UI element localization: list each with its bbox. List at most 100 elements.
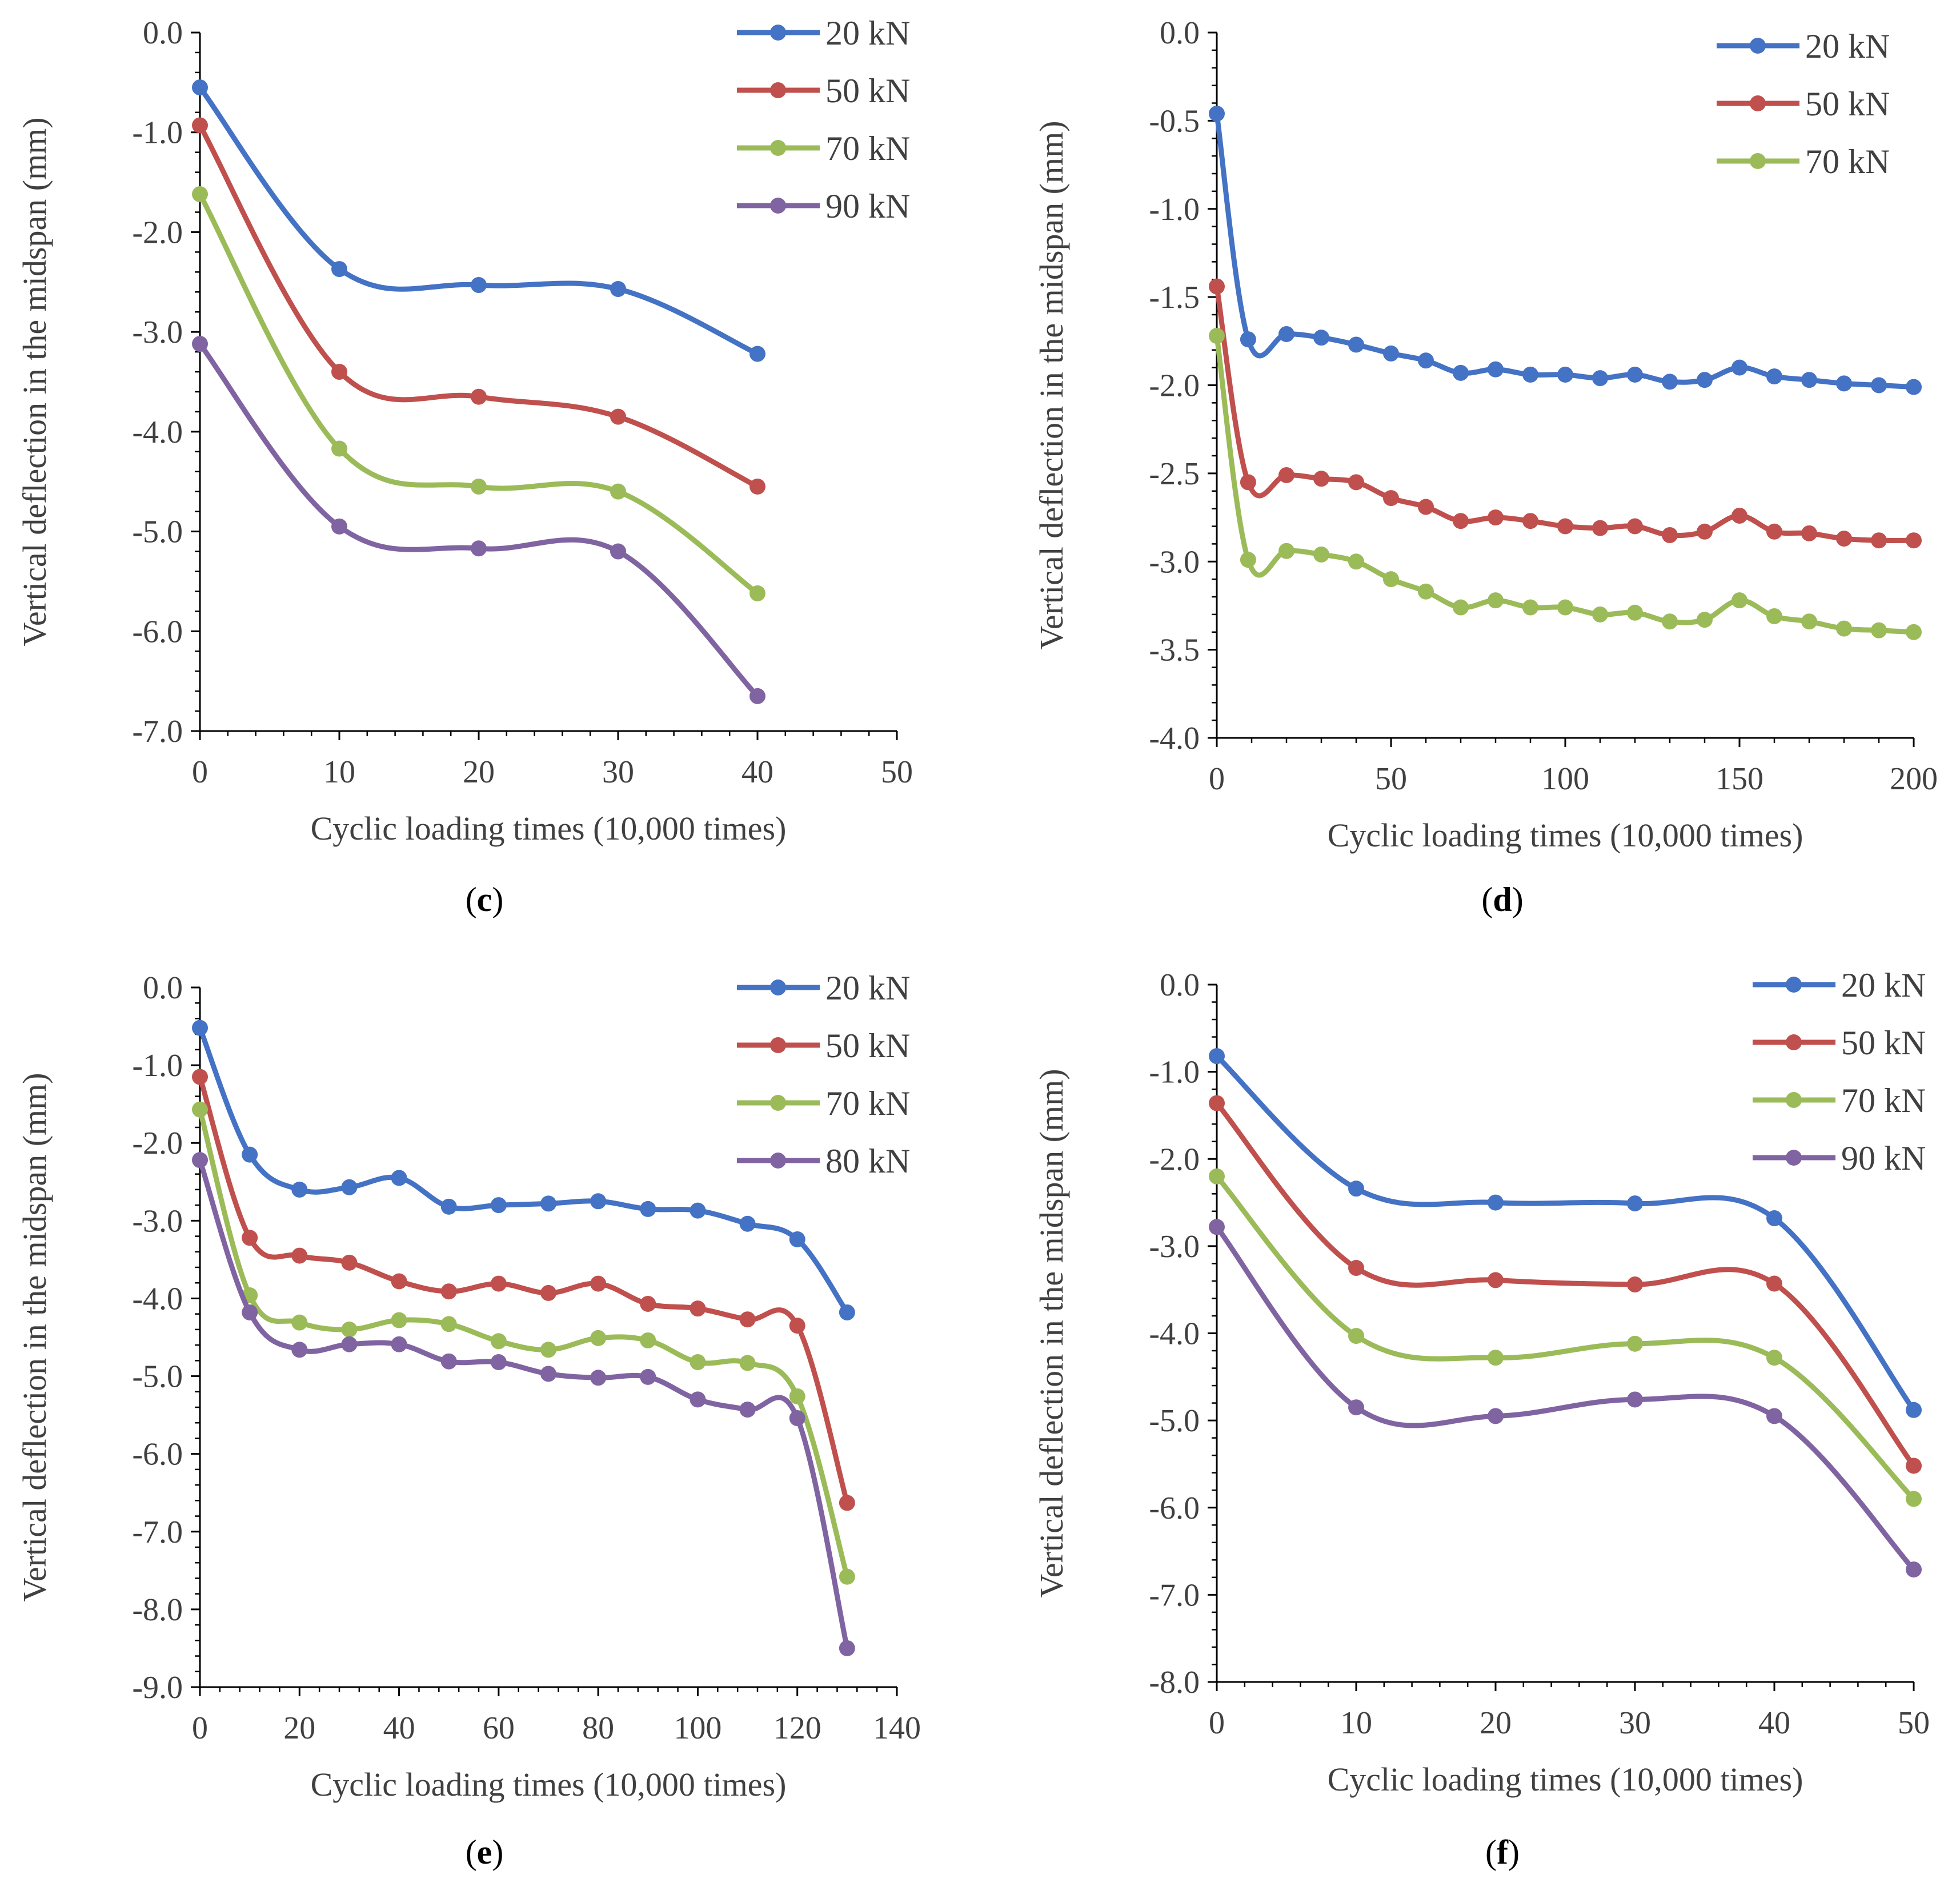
y-tick-label: 0.0 xyxy=(143,970,183,1006)
x-tick-label: 120 xyxy=(773,1711,821,1746)
y-tick-label: -5.0 xyxy=(1149,1403,1200,1439)
x-tick-label: 20 xyxy=(463,754,495,790)
data-point xyxy=(242,1304,258,1320)
y-tick-label: -1.0 xyxy=(132,115,183,151)
legend-swatch-marker xyxy=(770,1095,786,1111)
data-point xyxy=(1766,368,1782,385)
y-tick-label: -4.0 xyxy=(132,1281,183,1316)
legend-swatch-marker xyxy=(1750,38,1766,54)
data-point xyxy=(1627,1335,1643,1352)
legend-label: 20 kN xyxy=(825,14,910,52)
caption-letter: e xyxy=(477,1833,492,1871)
data-point xyxy=(640,1295,656,1312)
data-point xyxy=(640,1368,656,1385)
data-point xyxy=(1522,366,1538,383)
chart-panel-f: 0.0 -1.0 -2.0 -3.0 -4.0 -5.0 -6.0 -7.0 -8.0 0 10 20… xyxy=(1033,966,1930,1871)
y-tick-label: -1.5 xyxy=(1149,280,1200,315)
data-point xyxy=(1240,331,1256,348)
caption-open-paren: ( xyxy=(1481,881,1493,918)
data-point xyxy=(1240,474,1256,491)
x-tick-label: 140 xyxy=(873,1711,921,1746)
data-point xyxy=(490,1354,507,1371)
data-point xyxy=(242,1230,258,1246)
data-point xyxy=(440,1353,457,1370)
x-tick-label: 80 xyxy=(582,1711,614,1746)
legend-swatch-marker xyxy=(1750,95,1766,111)
data-point xyxy=(1662,527,1678,543)
data-point xyxy=(1522,599,1538,616)
series-line-20-kn xyxy=(197,85,760,357)
data-point xyxy=(341,1321,358,1338)
data-point xyxy=(1313,546,1329,563)
data-point xyxy=(1313,471,1329,487)
data-point xyxy=(440,1283,457,1300)
data-point xyxy=(1418,583,1434,600)
data-point xyxy=(1592,606,1608,623)
data-point xyxy=(1836,375,1852,392)
data-point xyxy=(1313,330,1329,346)
y-tick-label: -1.0 xyxy=(1149,192,1200,227)
data-point xyxy=(1209,1219,1225,1235)
legend-swatch-marker xyxy=(1786,1092,1802,1108)
data-point xyxy=(490,1275,507,1292)
data-point xyxy=(1209,1048,1225,1065)
x-tick-label: 200 xyxy=(1890,761,1938,797)
data-point xyxy=(1488,1272,1504,1288)
y-tick-label: -4.0 xyxy=(1149,721,1200,756)
data-point xyxy=(1383,571,1399,588)
data-point xyxy=(1766,608,1782,624)
data-point xyxy=(331,518,347,535)
data-point xyxy=(1627,518,1643,535)
data-point xyxy=(1348,1260,1364,1276)
y-tick-label: -6.0 xyxy=(132,1437,183,1472)
legend-label: 70 kN xyxy=(1841,1082,1926,1119)
y-tick-label: 0.0 xyxy=(1160,15,1200,51)
data-point xyxy=(1871,622,1887,639)
data-point xyxy=(540,1342,556,1358)
data-point xyxy=(749,346,765,362)
data-point xyxy=(540,1366,556,1382)
series-line-50-kn xyxy=(197,1074,850,1505)
y-axis-title: Vertical deflection in the midspan (mm) xyxy=(1033,121,1070,649)
data-point xyxy=(242,1146,258,1163)
data-point xyxy=(739,1311,756,1328)
y-tick-label: -8.0 xyxy=(1149,1665,1200,1700)
series-line-70-kn xyxy=(197,1107,850,1580)
y-tick-label: -4.0 xyxy=(1149,1316,1200,1352)
legend-swatch-marker xyxy=(1786,977,1802,993)
data-point xyxy=(1209,1095,1225,1111)
data-point xyxy=(1731,359,1747,376)
data-point xyxy=(341,1179,358,1195)
x-tick-label: 40 xyxy=(741,754,773,790)
x-tick-label: 20 xyxy=(283,1711,315,1746)
data-point xyxy=(540,1195,556,1212)
x-tick-label: 10 xyxy=(323,754,355,790)
data-point xyxy=(1836,531,1852,547)
data-point xyxy=(291,1247,308,1264)
data-point xyxy=(1383,345,1399,362)
legend-label: 50 kN xyxy=(1841,1024,1926,1062)
y-tick-label: 0.0 xyxy=(143,15,183,51)
data-point xyxy=(1348,336,1364,353)
caption-letter: f xyxy=(1497,1833,1509,1871)
y-tick-label: -2.0 xyxy=(1149,368,1200,404)
y-axis-title: Vertical deflection in the midspan (mm) xyxy=(1033,1069,1070,1597)
data-point xyxy=(471,478,487,495)
x-axis-title: Cyclic loading times (10,000 times) xyxy=(1328,817,1803,854)
data-point xyxy=(1731,592,1747,609)
data-point xyxy=(192,1069,208,1085)
data-point xyxy=(1731,507,1747,524)
x-axis-title: Cyclic loading times (10,000 times) xyxy=(311,810,787,847)
data-point xyxy=(1766,1350,1782,1366)
data-point xyxy=(1488,1194,1504,1211)
series-line-70-kn xyxy=(197,191,760,596)
data-point xyxy=(440,1316,457,1332)
y-tick-label: -2.5 xyxy=(1149,456,1200,492)
data-point xyxy=(1627,604,1643,621)
data-point xyxy=(839,1568,855,1585)
data-point xyxy=(1488,1350,1504,1366)
data-point xyxy=(590,1370,607,1386)
x-tick-label: 150 xyxy=(1715,761,1763,797)
data-point xyxy=(1627,1276,1643,1293)
y-axis-title: Vertical deflection in the midspan (mm) xyxy=(16,1073,53,1601)
